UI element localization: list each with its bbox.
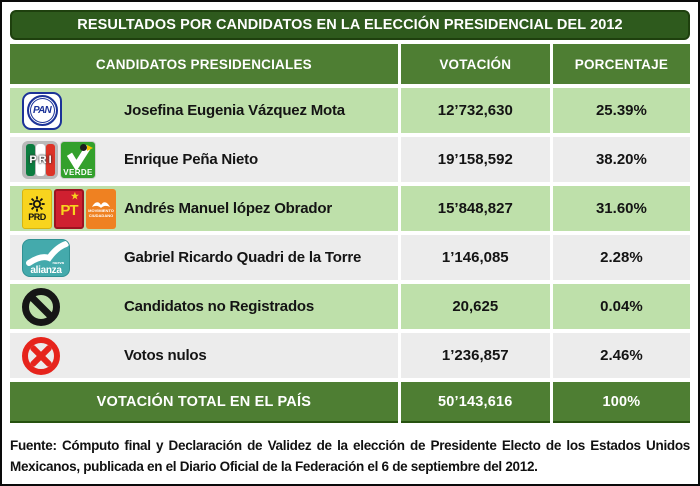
- prd-label: PRD: [28, 212, 46, 222]
- pan-label: PAN: [33, 105, 52, 116]
- movimiento-ciudadano-logo-icon: MOVIMIENTO CIUDADANO: [86, 188, 116, 229]
- crossed-circle-icon: [22, 336, 60, 375]
- alianza-label-small: nueva: [52, 259, 64, 265]
- percent-value: 2.28%: [552, 235, 690, 280]
- pri-label: PRI: [29, 153, 54, 166]
- percent-value: 38.20%: [552, 137, 690, 182]
- votes-value: 20,625: [400, 284, 550, 329]
- votes-value: 19’158,592: [400, 137, 550, 182]
- table-row: nueva alianza Gabriel Ricardo Quadri de …: [10, 235, 690, 280]
- candidate-name: Enrique Peña Nieto: [124, 151, 258, 168]
- pri-logo-icon: PRI: [22, 140, 58, 179]
- percent-value: 2.46%: [552, 333, 690, 378]
- total-label: VOTACIÓN TOTAL EN EL PAÍS: [10, 382, 398, 423]
- total-percent: 100%: [552, 382, 690, 423]
- votes-value: 12’732,630: [400, 88, 550, 133]
- table-row: PRD ★ PT MOVIMIENTO CIUDADANO Andrés Man…: [10, 186, 690, 231]
- candidate-name: Votos nulos: [124, 347, 207, 364]
- percent-value: 31.60%: [552, 186, 690, 231]
- header-percent: PORCENTAJE: [552, 44, 690, 84]
- candidate-name: Andrés Manuel lópez Obrador: [124, 200, 332, 217]
- alianza-label: alianza: [30, 264, 62, 276]
- pt-label: PT: [60, 202, 78, 219]
- votes-value: 15’848,827: [400, 186, 550, 231]
- title-bar: RESULTADOS POR CANDIDATOS EN LA ELECCIÓN…: [10, 10, 690, 40]
- candidate-name: Gabriel Ricardo Quadri de la Torre: [124, 249, 362, 266]
- header-candidates: CANDIDATOS PRESIDENCIALES: [10, 44, 398, 84]
- verde-logo-icon: VERDE: [60, 140, 96, 179]
- total-votes: 50’143,616: [400, 382, 550, 423]
- votes-value: 1’146,085: [400, 235, 550, 280]
- table-row: PRI VERDE Enrique Peña Nieto 19’158,592 …: [10, 137, 690, 182]
- candidate-name: Josefina Eugenia Vázquez Mota: [124, 102, 345, 119]
- pt-logo-icon: ★ PT: [54, 188, 84, 229]
- table-row: Candidatos no Registrados 20,625 0.04%: [10, 284, 690, 329]
- mc-label-line1: MOVIMIENTO: [88, 208, 114, 213]
- percent-value: 0.04%: [552, 284, 690, 329]
- source-text: Fuente: Cómputo final y Declaración de V…: [10, 438, 690, 474]
- pan-ring: PAN: [26, 95, 58, 126]
- pan-logo-icon: PAN: [22, 91, 62, 130]
- verde-label: VERDE: [63, 167, 93, 177]
- candidate-name: Candidatos no Registrados: [124, 298, 315, 315]
- table-row: Votos nulos 1’236,857 2.46%: [10, 333, 690, 378]
- mc-label-line2: CIUDADANO: [88, 212, 114, 218]
- header-votes: VOTACIÓN: [400, 44, 550, 84]
- prohibition-icon: [22, 287, 60, 326]
- pt-star-icon: ★: [70, 190, 79, 201]
- toucan-icon: [80, 143, 87, 151]
- table-row: PAN Josefina Eugenia Vázquez Mota 12’732…: [10, 88, 690, 133]
- total-row: VOTACIÓN TOTAL EN EL PAÍS 50’143,616 100…: [10, 382, 690, 423]
- toucan-beak: [87, 144, 93, 151]
- nueva-alianza-logo-icon: nueva alianza: [22, 238, 70, 277]
- votes-value: 1’236,857: [400, 333, 550, 378]
- prd-logo-icon: PRD: [22, 188, 52, 229]
- table-header-row: CANDIDATOS PRESIDENCIALES VOTACIÓN PORCE…: [10, 44, 690, 84]
- page-title: RESULTADOS POR CANDIDATOS EN LA ELECCIÓN…: [77, 17, 623, 33]
- percent-value: 25.39%: [552, 88, 690, 133]
